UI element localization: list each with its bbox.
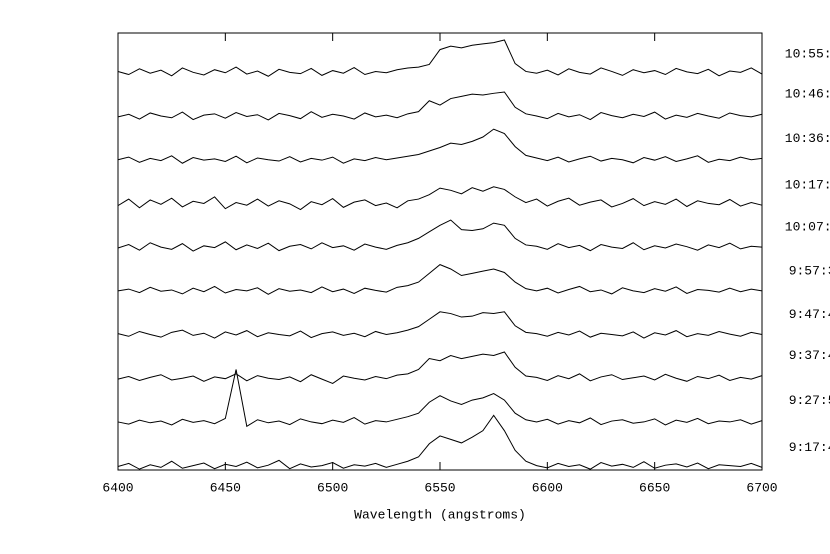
spectrum-line xyxy=(117,39,763,77)
series-label: 10:55:53 xyxy=(785,47,830,62)
spectrum-line xyxy=(117,219,763,252)
series-label: 9:57:34 xyxy=(789,263,830,278)
x-tick-label: 6650 xyxy=(639,480,670,495)
series-label: 9:37:47 xyxy=(789,348,830,363)
spectrum-line xyxy=(117,264,763,295)
series-label: 10:46:01 xyxy=(785,87,830,102)
series-label: 10:36:08 xyxy=(785,131,830,146)
spectrum-line xyxy=(117,311,763,339)
series-label: 10:17:17 xyxy=(785,178,830,193)
x-tick-label: 6700 xyxy=(746,480,777,495)
spectrum-line xyxy=(117,91,763,121)
spectrum-line xyxy=(117,128,763,164)
x-tick-label: 6450 xyxy=(210,480,241,495)
series-label: 9:17:40 xyxy=(789,440,830,455)
spectrum-line xyxy=(117,186,763,211)
spectrum-line xyxy=(117,369,763,428)
spectrum-line xyxy=(117,351,763,385)
plot-frame xyxy=(117,32,763,471)
series-label: 9:47:42 xyxy=(789,307,830,322)
spectrum-line xyxy=(117,414,763,470)
x-tick-label: 6500 xyxy=(317,480,348,495)
x-tick-label: 6600 xyxy=(532,480,563,495)
x-tick-label: 6400 xyxy=(102,480,133,495)
x-axis-label: Wavelength (angstroms) xyxy=(354,507,526,522)
series-label: 10:07:26 xyxy=(785,220,830,235)
x-tick-label: 6550 xyxy=(424,480,455,495)
series-label: 9:27:57 xyxy=(789,393,830,408)
